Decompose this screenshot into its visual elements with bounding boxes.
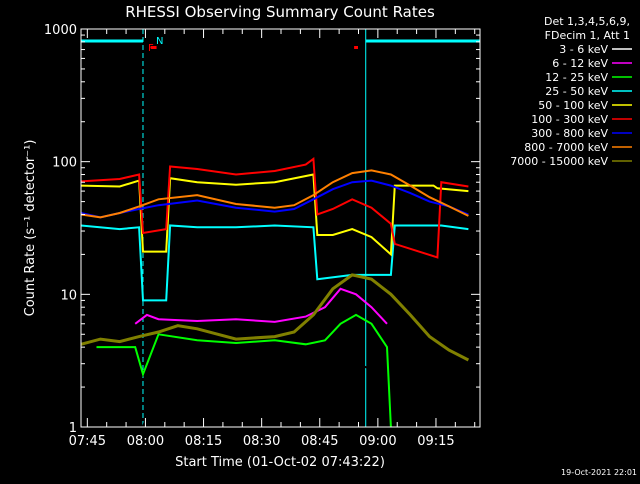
legend-header-2: FDecim 1, Att 1 (545, 29, 630, 42)
legend-entry-1: 3 - 6 keV (559, 43, 608, 56)
x-tick-label: 07:45 (69, 434, 106, 449)
legend-entry-2: 6 - 12 keV (552, 57, 608, 70)
y-tick-label: 1 (69, 421, 77, 436)
flare-mark-1 (150, 46, 157, 49)
x-tick-label: 09:15 (417, 434, 454, 449)
series-lines (81, 157, 470, 427)
x-tick-label: 09:00 (359, 434, 396, 449)
series-line-3 (96, 313, 392, 427)
flare-markers (150, 46, 358, 49)
legend-entry-3: 12 - 25 keV (545, 71, 608, 84)
plot-frame (80, 28, 481, 428)
legend-entry-4: 25 - 50 keV (545, 85, 608, 98)
chart-title: RHESSI Observing Summary Count Rates (125, 3, 435, 21)
x-tick-label: 08:15 (185, 434, 222, 449)
night-markers (81, 29, 480, 427)
flare-mark-2 (354, 46, 358, 49)
y-tick-label: 10 (60, 288, 77, 303)
y-tick-label: 100 (52, 156, 77, 171)
x-tick-label: 08:45 (301, 434, 338, 449)
series-line-5 (81, 173, 469, 257)
series-line-9 (81, 273, 470, 362)
flag-n: N (156, 36, 163, 47)
y-tick-label: 1000 (44, 23, 77, 38)
legend: Det 1,3,4,5,6,9, FDecim 1, Att 1 3 - 6 k… (510, 15, 632, 168)
legend-entry-9: 7000 - 15000 keV (510, 155, 608, 168)
legend-header-1: Det 1,3,4,5,6,9, (544, 15, 630, 28)
flag-f: F (148, 43, 154, 54)
axis-ticks (81, 29, 480, 428)
series-line-2 (134, 287, 388, 325)
legend-entry-5: 50 - 100 keV (538, 99, 608, 112)
series-line-4 (81, 224, 469, 302)
legend-entry-6: 100 - 300 keV (531, 113, 608, 126)
footer-date: 19-Oct-2021 22:01 (561, 468, 637, 477)
x-axis-label: Start Time (01-Oct-02 07:43:22) (175, 455, 385, 470)
series-line-1 (81, 358, 431, 427)
x-tick-label: 08:30 (243, 434, 280, 449)
y-axis-label: Count Rate (s⁻¹ detector⁻¹) (23, 140, 38, 317)
series-line-7 (81, 179, 469, 219)
x-tick-labels: 07:45 08:00 08:15 08:30 08:45 09:00 09:15 (69, 434, 455, 449)
series-line-8 (81, 169, 469, 219)
y-tick-labels: 1 10 100 1000 (44, 23, 77, 436)
legend-entry-8: 800 - 7000 keV (524, 141, 608, 154)
legend-entry-7: 300 - 800 keV (531, 127, 608, 140)
x-tick-label: 08:00 (127, 434, 164, 449)
series-line-6 (81, 157, 469, 259)
